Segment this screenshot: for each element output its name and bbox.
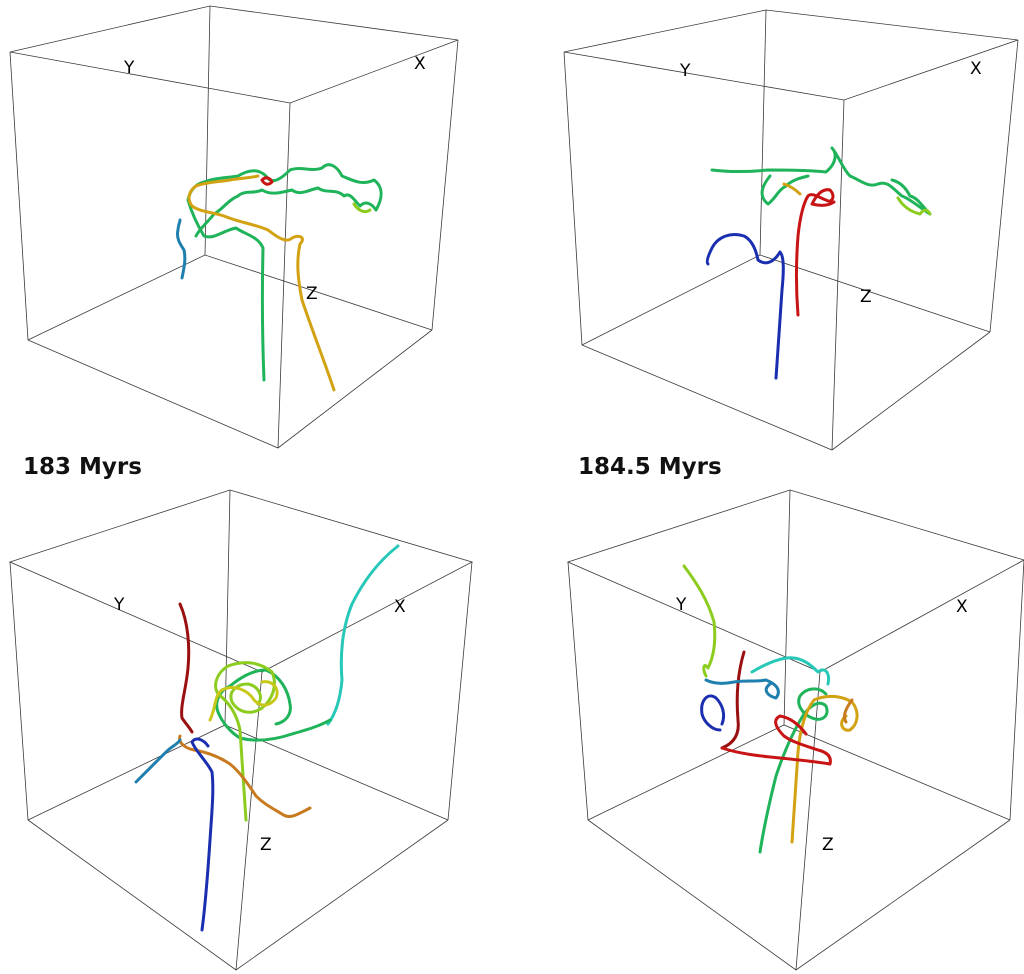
trail-orange xyxy=(842,698,854,724)
z-axis-label: Z xyxy=(306,284,318,304)
z-axis-label: Z xyxy=(822,835,834,855)
bounding-box xyxy=(566,489,1024,971)
trail-lime xyxy=(896,196,932,216)
trail-teal xyxy=(176,218,187,280)
trail-cyan xyxy=(750,656,830,686)
bounding-box xyxy=(8,489,474,971)
panel-top-left: Y X Z xyxy=(9,5,459,449)
trail-cyan xyxy=(326,544,400,726)
particle-trails xyxy=(705,146,932,380)
trail-red xyxy=(720,714,832,766)
trail-green xyxy=(186,163,383,382)
trail-lime xyxy=(214,661,276,822)
panel-top-right: Y X Z xyxy=(563,9,1019,451)
x-axis-label: X xyxy=(414,54,426,74)
trail-teal xyxy=(704,678,780,700)
trail-lime xyxy=(682,564,717,678)
z-axis-label: Z xyxy=(260,835,272,855)
time-label-183: 183 Myrs xyxy=(23,454,142,480)
trail-gold xyxy=(790,694,859,844)
bounding-box xyxy=(9,5,459,449)
bounding-box xyxy=(563,9,1019,451)
trail-teal xyxy=(134,738,182,784)
particle-trails xyxy=(176,163,383,392)
x-axis-label: X xyxy=(970,59,982,79)
trail-green xyxy=(215,668,332,742)
x-axis-label: X xyxy=(394,597,406,617)
trail-darkred xyxy=(178,602,194,734)
trail-gold xyxy=(782,182,802,196)
trail-gold xyxy=(187,174,336,392)
y-axis-label: Y xyxy=(679,61,691,81)
z-axis-label: Z xyxy=(860,287,872,307)
y-axis-label: Y xyxy=(675,595,687,615)
trail-blue xyxy=(700,694,726,732)
trail-darkred xyxy=(720,650,746,750)
time-label-184-5: 184.5 Myrs xyxy=(578,454,722,480)
trail-green xyxy=(710,146,932,216)
trail-red xyxy=(795,188,836,317)
y-axis-label: Y xyxy=(113,595,125,615)
trail-green xyxy=(758,687,829,854)
particle-trails xyxy=(682,564,859,854)
trail-yellow xyxy=(208,680,279,722)
x-axis-label: X xyxy=(956,597,968,617)
trail-red xyxy=(260,176,274,186)
panel-bottom-right: Y X Z xyxy=(566,489,1024,971)
trail-blue xyxy=(705,233,785,380)
trail-blue xyxy=(190,737,215,932)
trail-lime xyxy=(352,202,372,214)
y-axis-label: Y xyxy=(123,58,135,78)
particle-trails xyxy=(134,544,400,932)
panel-bottom-left: Y X Z xyxy=(8,489,474,971)
trail-orange xyxy=(178,734,312,818)
